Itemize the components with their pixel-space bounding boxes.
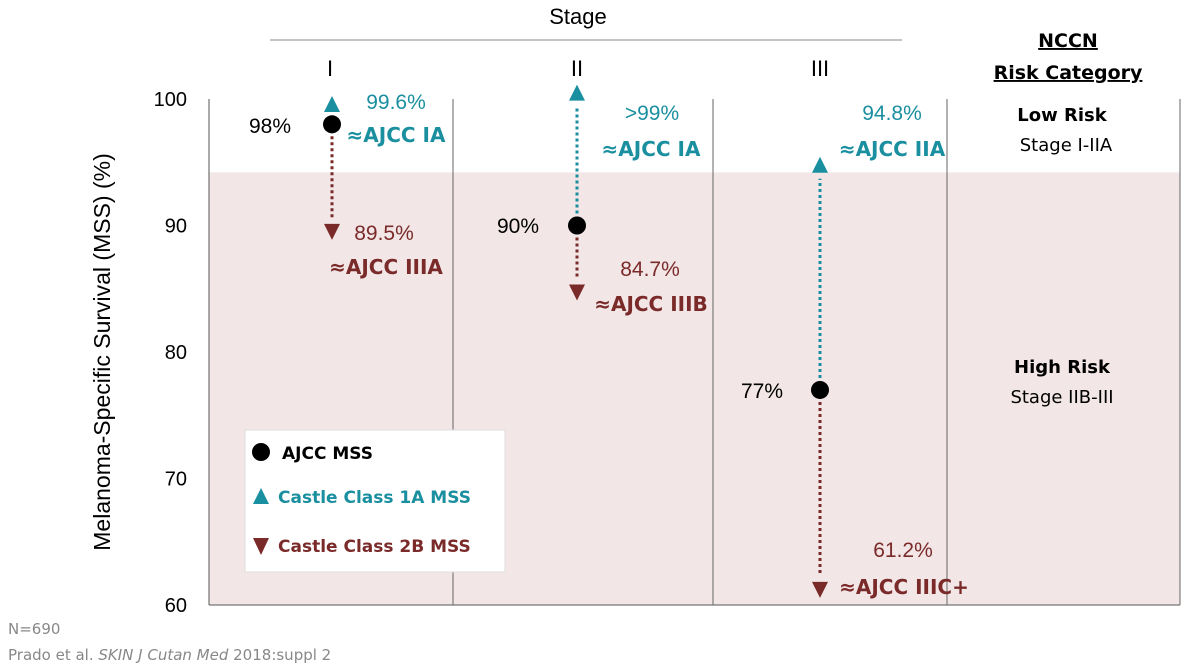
marks [323, 84, 829, 598]
citation: Prado et al. SKIN J Cutan Med 2018:suppl… [8, 646, 331, 664]
data-label-1a: 99.6% [366, 91, 426, 114]
y-tick-label: 90 [165, 216, 187, 238]
axes: 60 70 80 90 100 [154, 89, 1181, 617]
risk-header: Risk Category [994, 62, 1143, 84]
class2b-marker [812, 581, 828, 598]
equivalent-label-1a: ≈AJCC IIA [839, 137, 946, 161]
category-label: I [327, 56, 333, 81]
y-tick-label: 100 [154, 89, 187, 111]
y-tick-label: 60 [165, 595, 187, 617]
data-label-2b: 84.7% [620, 258, 680, 281]
equivalent-label-2b: ≈AJCC IIIC+ [839, 575, 969, 599]
ajcc-marker [323, 115, 341, 134]
y-tick-label: 80 [165, 342, 187, 364]
legend-triangle-down-icon [253, 538, 269, 555]
class1a-marker [324, 96, 340, 113]
category-label: II [571, 56, 583, 81]
legend-label: Castle Class 2B MSS [278, 537, 471, 557]
data-label-1a: >99% [625, 102, 679, 125]
category-label: III [811, 56, 829, 81]
equivalent-label-2b: ≈AJCC IIIA [329, 255, 443, 279]
legend-label: AJCC MSS [282, 444, 373, 464]
equivalent-label-1a: ≈AJCC IA [602, 137, 701, 161]
low-risk-subtitle: Stage I-IIA [1020, 135, 1113, 156]
high-risk-title: High Risk [1014, 357, 1111, 378]
ajcc-marker [568, 216, 586, 235]
class1a-marker [569, 84, 585, 101]
legend-label: Castle Class 1A MSS [278, 488, 471, 508]
class2b-marker [324, 223, 340, 240]
legend: AJCC MSS Castle Class 1A MSS Castle Clas… [244, 429, 506, 573]
y-tick-label: 70 [165, 469, 187, 491]
data-label-2b: 89.5% [354, 222, 414, 245]
data-label-ajcc: 90% [497, 215, 539, 238]
y-axis-label: Melanoma-Specific Survival (MSS) (%) [89, 153, 115, 550]
stage-title: Stage [549, 4, 607, 29]
class1a-marker [812, 156, 828, 173]
risk-header: NCCN [1038, 30, 1098, 52]
high-risk-subtitle: Stage IIB-III [1010, 387, 1113, 408]
equivalent-label-1a: ≈AJCC IA [347, 123, 446, 147]
data-label-2b: 61.2% [873, 539, 933, 562]
equivalent-label-2b: ≈AJCC IIIB [594, 292, 708, 316]
data-label-ajcc: 98% [249, 115, 291, 138]
low-risk-title: Low Risk [1017, 105, 1107, 126]
sample-size: N=690 [8, 620, 60, 638]
data-label-1a: 94.8% [862, 102, 922, 125]
ajcc-marker [811, 380, 829, 399]
legend-circle-icon [252, 443, 270, 461]
data-label-ajcc: 77% [741, 380, 783, 403]
class2b-marker [569, 284, 585, 301]
legend-triangle-up-icon [253, 488, 269, 504]
